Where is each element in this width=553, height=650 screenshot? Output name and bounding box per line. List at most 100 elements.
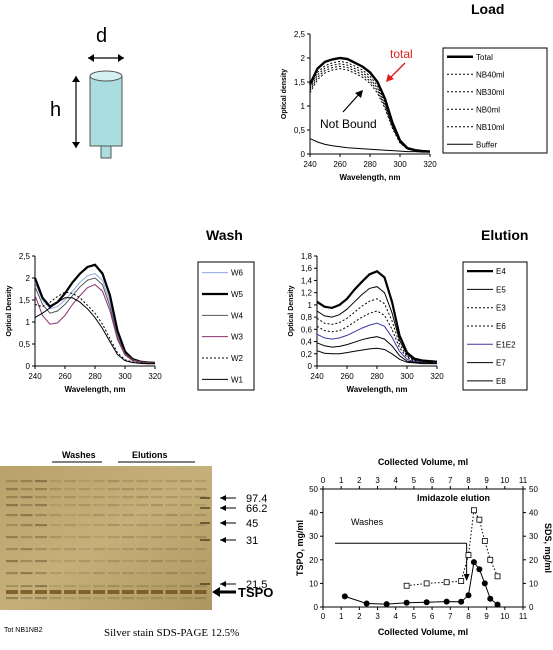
gel-band [20,585,33,588]
gel-band [165,536,178,539]
gel-band [64,560,76,563]
gel-band [180,572,192,575]
x2-tick-label: 11 [519,476,528,485]
x-tick-label: 300 [118,372,132,381]
y-axis-label: Optical Density [288,285,295,336]
x-tick-label: 4 [394,612,399,621]
gel-band [6,597,18,600]
gel-band [107,504,120,507]
x-tick-label: 5 [412,612,417,621]
gel-band [180,585,192,588]
y-tick-label: 2 [26,274,31,283]
marker-band [200,497,210,499]
series-line-sds [406,508,499,587]
x-axis-label: Collected Volume, ml [378,627,468,637]
series-line-e7 [316,336,438,365]
tspo-label: TSPO [238,585,273,600]
y2-tick-label: 10 [529,579,538,588]
gel-band [49,536,62,539]
gel-band [35,536,47,539]
gel-band [194,585,207,588]
gel-band [93,504,105,507]
x-tick-label: 320 [148,372,162,381]
x-tick-label: 300 [400,372,414,381]
gel-band [122,560,134,563]
gel-band [165,585,178,588]
gel-band [6,514,18,517]
gel-band [180,548,192,551]
y-tick-label: 0 [308,362,313,371]
gel-band [165,504,178,507]
series-line-nb40ml [309,60,431,153]
gel-band [122,585,134,588]
gel-band [20,597,33,600]
legend-box [462,261,528,391]
gel-band [122,536,134,539]
gel-band [78,496,91,499]
gel-band [6,524,18,527]
gel-band [6,572,18,575]
annotation-imidazole-elution: Imidazole elution [417,493,490,503]
legend-box [197,261,255,391]
series-line-w2 [34,291,155,364]
gel-band-tspo [122,590,134,594]
x2-tick-label: 8 [466,476,471,485]
gel-band [6,536,18,539]
y2-tick-label: 40 [529,509,538,518]
tspo-point [341,593,348,600]
y-tick-label: 1 [308,301,313,310]
series-line-e5 [316,286,438,363]
series-line-w3 [34,284,156,364]
x2-tick-label: 4 [394,476,399,485]
gel-band [6,548,18,551]
gel-band [194,536,207,539]
y-axis-label: TSPO, mg/ml [295,520,305,576]
load-chart: Load 0 0,5 1 1,5 2 2,5 240 260 280 300 320 Wavelengt… [281,1,548,182]
gel-band-tspo [49,590,62,594]
gel-band [107,496,120,499]
sds-point [403,582,410,589]
gel-band [107,488,120,491]
gel-band [151,585,163,588]
gel-band [136,524,149,527]
gel-band [93,572,105,575]
x-tick-label: 320 [423,160,437,169]
column-top [89,70,123,82]
gel-band [6,560,18,563]
gel-band [49,548,62,551]
legend-label: NB0ml [476,105,500,114]
gel-band-tspo [165,590,178,594]
gel-band [107,560,120,563]
y2-axis-label: SDS, mg/ml [543,523,553,573]
gel-band [20,548,33,551]
y-axis-label: Optical density [281,69,288,119]
x-tick-label: 11 [519,612,528,621]
gel-band [49,597,62,600]
tspo-point [481,580,488,587]
gel-band [49,585,62,588]
y-tick-label: 1 [26,318,31,327]
gel-band [151,496,163,499]
annotation-total: total [390,47,413,61]
gel-band [136,548,149,551]
gel-band [93,536,105,539]
gel-band [20,488,33,491]
tspo-point [363,600,370,607]
gel-band [64,548,76,551]
gel-band [136,496,149,499]
gel-band [151,504,163,507]
x-tick-label: 280 [88,372,102,381]
legend-label: Buffer [476,140,498,149]
gel-band [180,560,192,563]
gel-band [107,514,120,517]
gel-band [20,496,33,499]
y-tick-label: 50 [309,485,318,494]
y-tick-label: 1,5 [294,78,306,87]
y-tick-label: 10 [309,579,318,588]
gel-band [165,488,178,491]
gel-band [20,504,33,507]
gel-band [64,536,76,539]
x-tick-label: 2 [357,612,362,621]
y-tick-label: 20 [309,556,318,565]
